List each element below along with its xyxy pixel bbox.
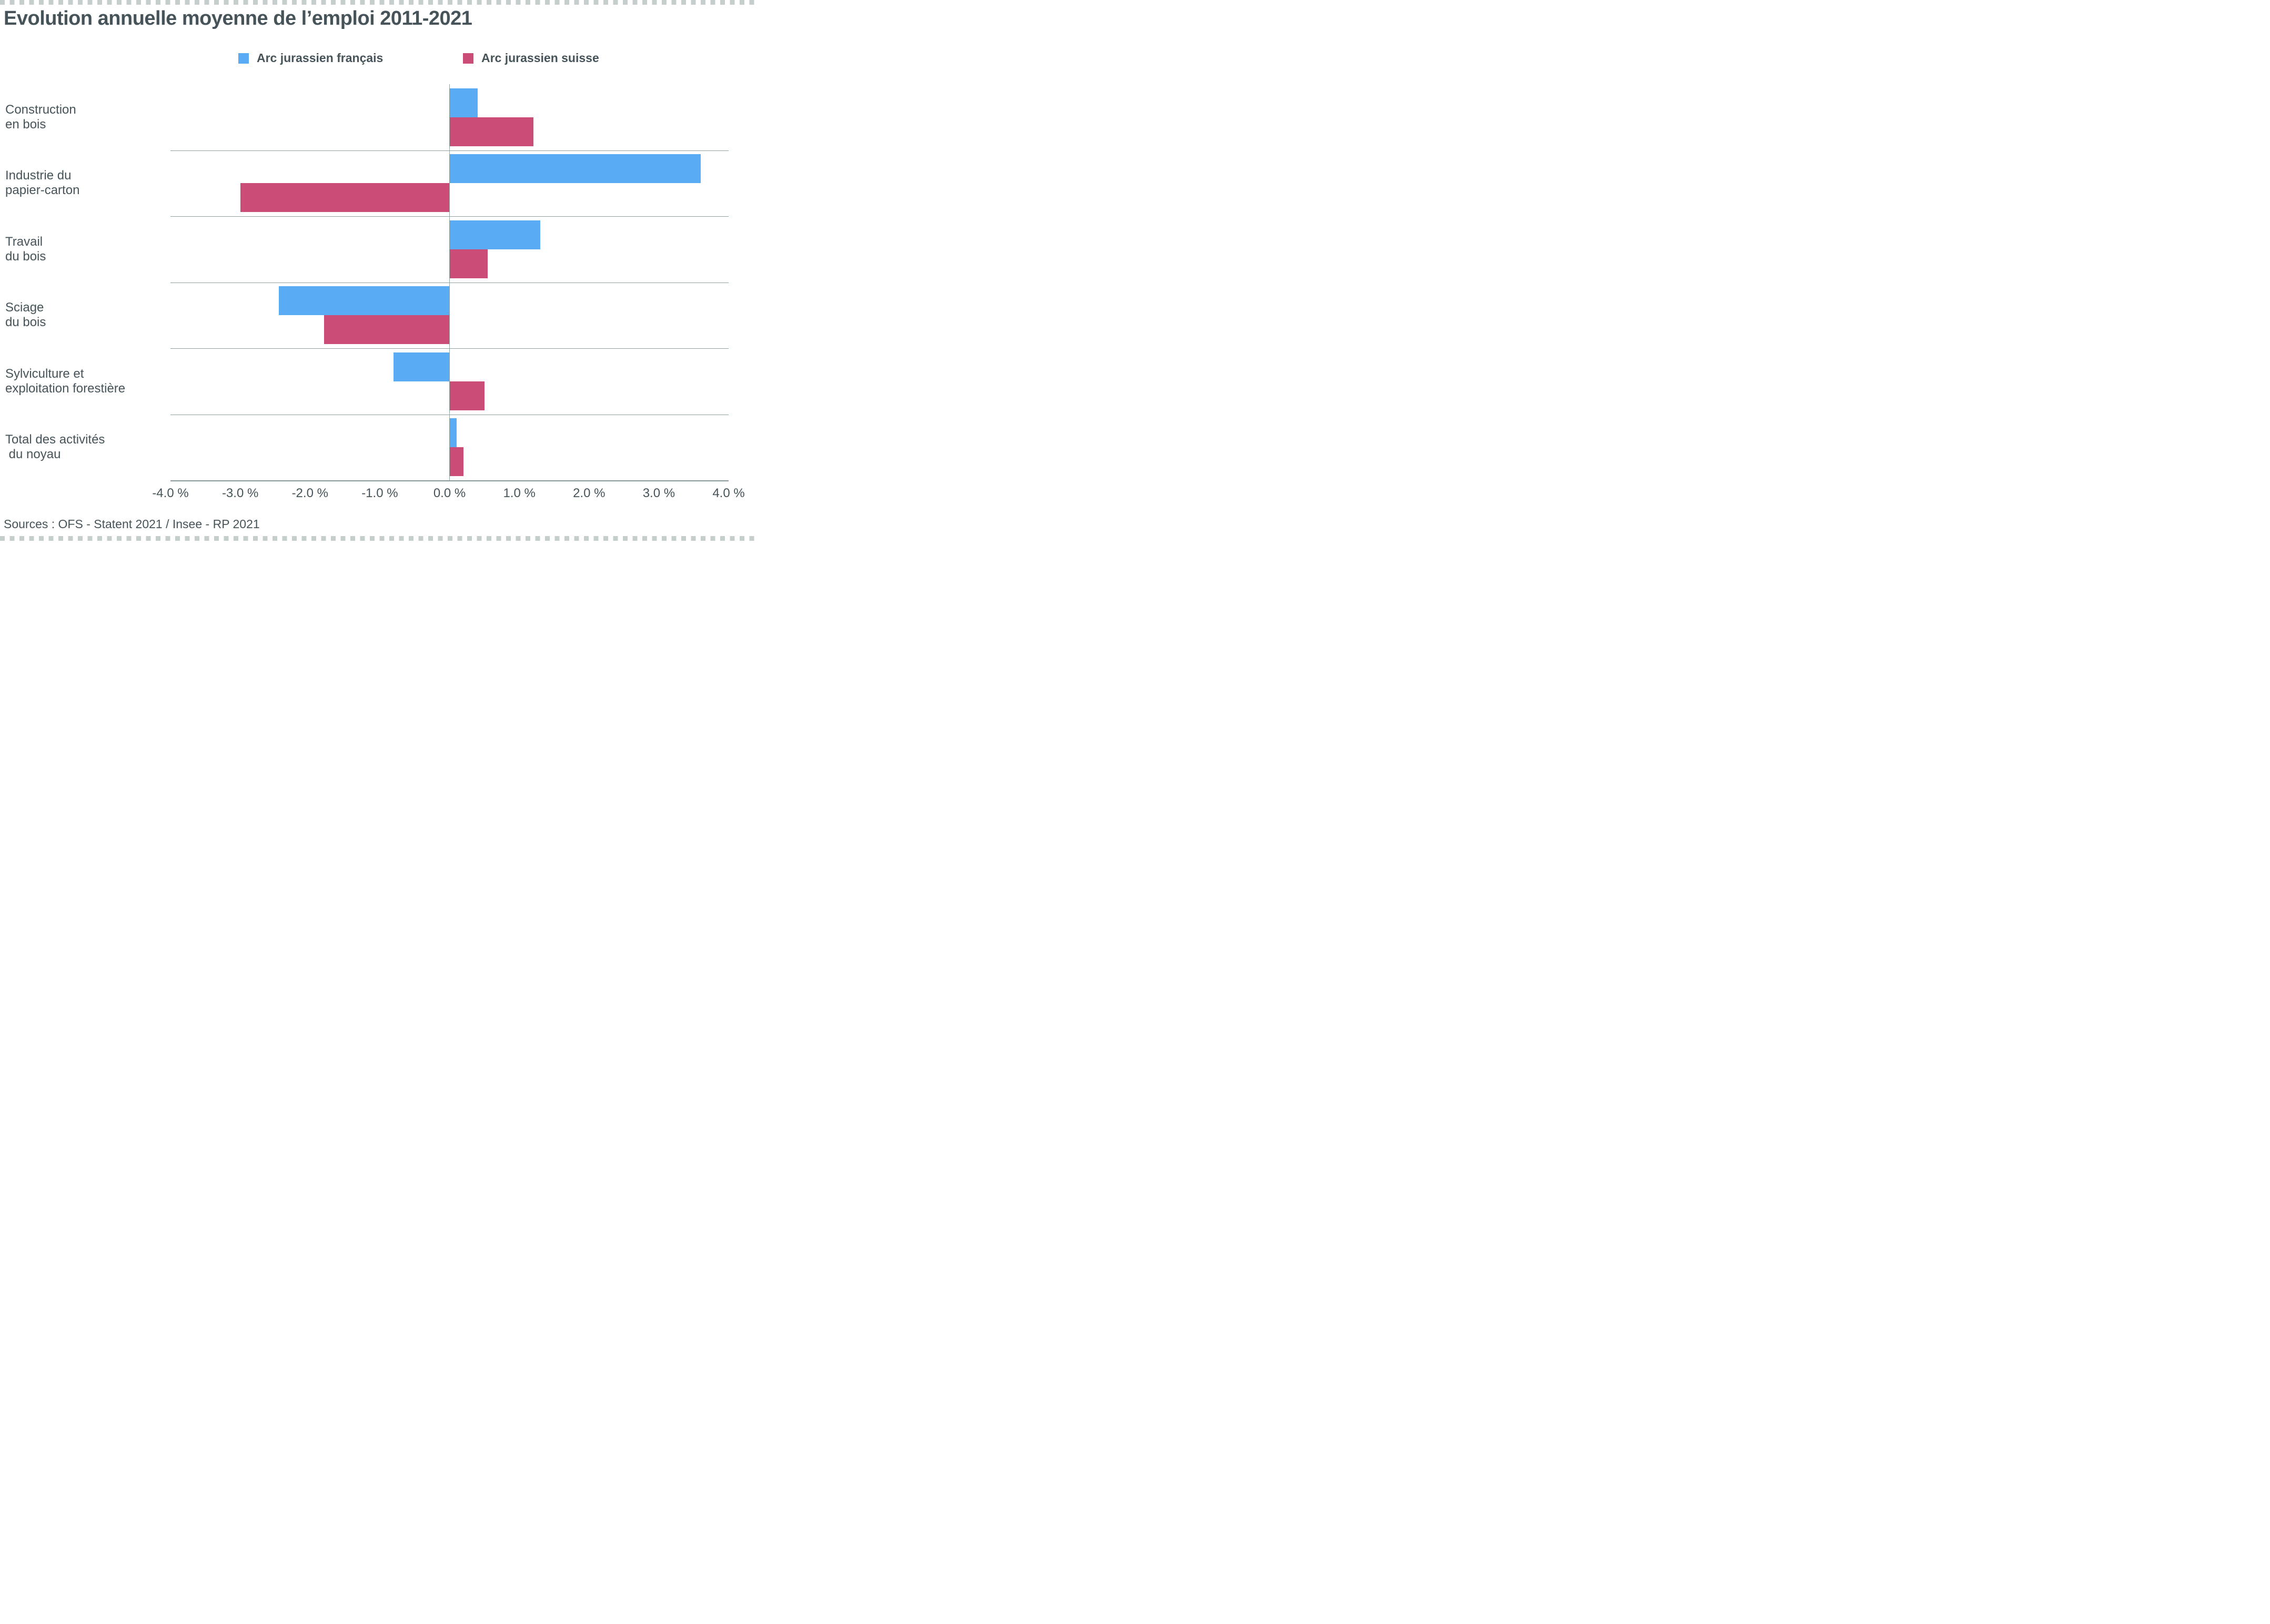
bar-francais <box>449 154 701 184</box>
legend-swatch-francais-icon <box>238 53 249 64</box>
category-label: Construction en bois <box>5 102 76 132</box>
x-tick-label: -1.0 % <box>361 486 398 500</box>
bar-suisse <box>240 183 450 213</box>
dotted-border-top <box>0 0 756 5</box>
category-label: Sylviculture et exploitation forestière <box>5 366 126 396</box>
bar-suisse <box>449 447 464 477</box>
x-tick-label: -4.0 % <box>152 486 189 500</box>
bar-suisse <box>449 117 533 146</box>
x-tick-label: 4.0 % <box>712 486 745 500</box>
x-tick-label: 0.0 % <box>433 486 466 500</box>
legend-swatch-suisse-icon <box>463 53 473 64</box>
x-tick-label: -3.0 % <box>221 486 259 500</box>
legend-item-arc-jurassien-francais: Arc jurassien français <box>238 51 383 65</box>
legend-label-francais: Arc jurassien français <box>257 51 384 65</box>
bar-francais <box>449 88 478 117</box>
bar-francais <box>278 286 450 316</box>
x-tick-label: 2.0 % <box>573 486 606 500</box>
bar-francais <box>449 418 457 448</box>
category-label: Sciage du bois <box>5 300 46 330</box>
infographic-panel: Evolution annuelle moyenne de l’emploi 2… <box>0 0 756 541</box>
bar-chart: Construction en bois Industrie du papier-… <box>0 0 756 541</box>
x-tick-label: 1.0 % <box>503 486 536 500</box>
x-axis-line <box>170 480 729 481</box>
bar-francais <box>449 220 540 249</box>
legend-item-arc-jurassien-suisse: Arc jurassien suisse <box>463 51 599 65</box>
legend-label-suisse: Arc jurassien suisse <box>481 51 599 65</box>
x-tick-label: 3.0 % <box>642 486 675 500</box>
category-label: Total des activités du noyau <box>5 432 105 462</box>
zero-baseline <box>449 84 450 480</box>
category-label: Travail du bois <box>5 234 46 264</box>
x-tick-label: -2.0 % <box>291 486 328 500</box>
dotted-border-bottom <box>0 536 756 541</box>
bar-suisse <box>449 249 488 278</box>
bar-suisse <box>324 315 450 345</box>
category-label: Industrie du papier-carton <box>5 168 80 198</box>
bar-francais <box>394 352 450 381</box>
source-note: Sources : OFS - Statent 2021 / Insee - R… <box>4 517 260 531</box>
chart-title: Evolution annuelle moyenne de l’emploi 2… <box>4 7 472 29</box>
bar-suisse <box>449 381 485 410</box>
